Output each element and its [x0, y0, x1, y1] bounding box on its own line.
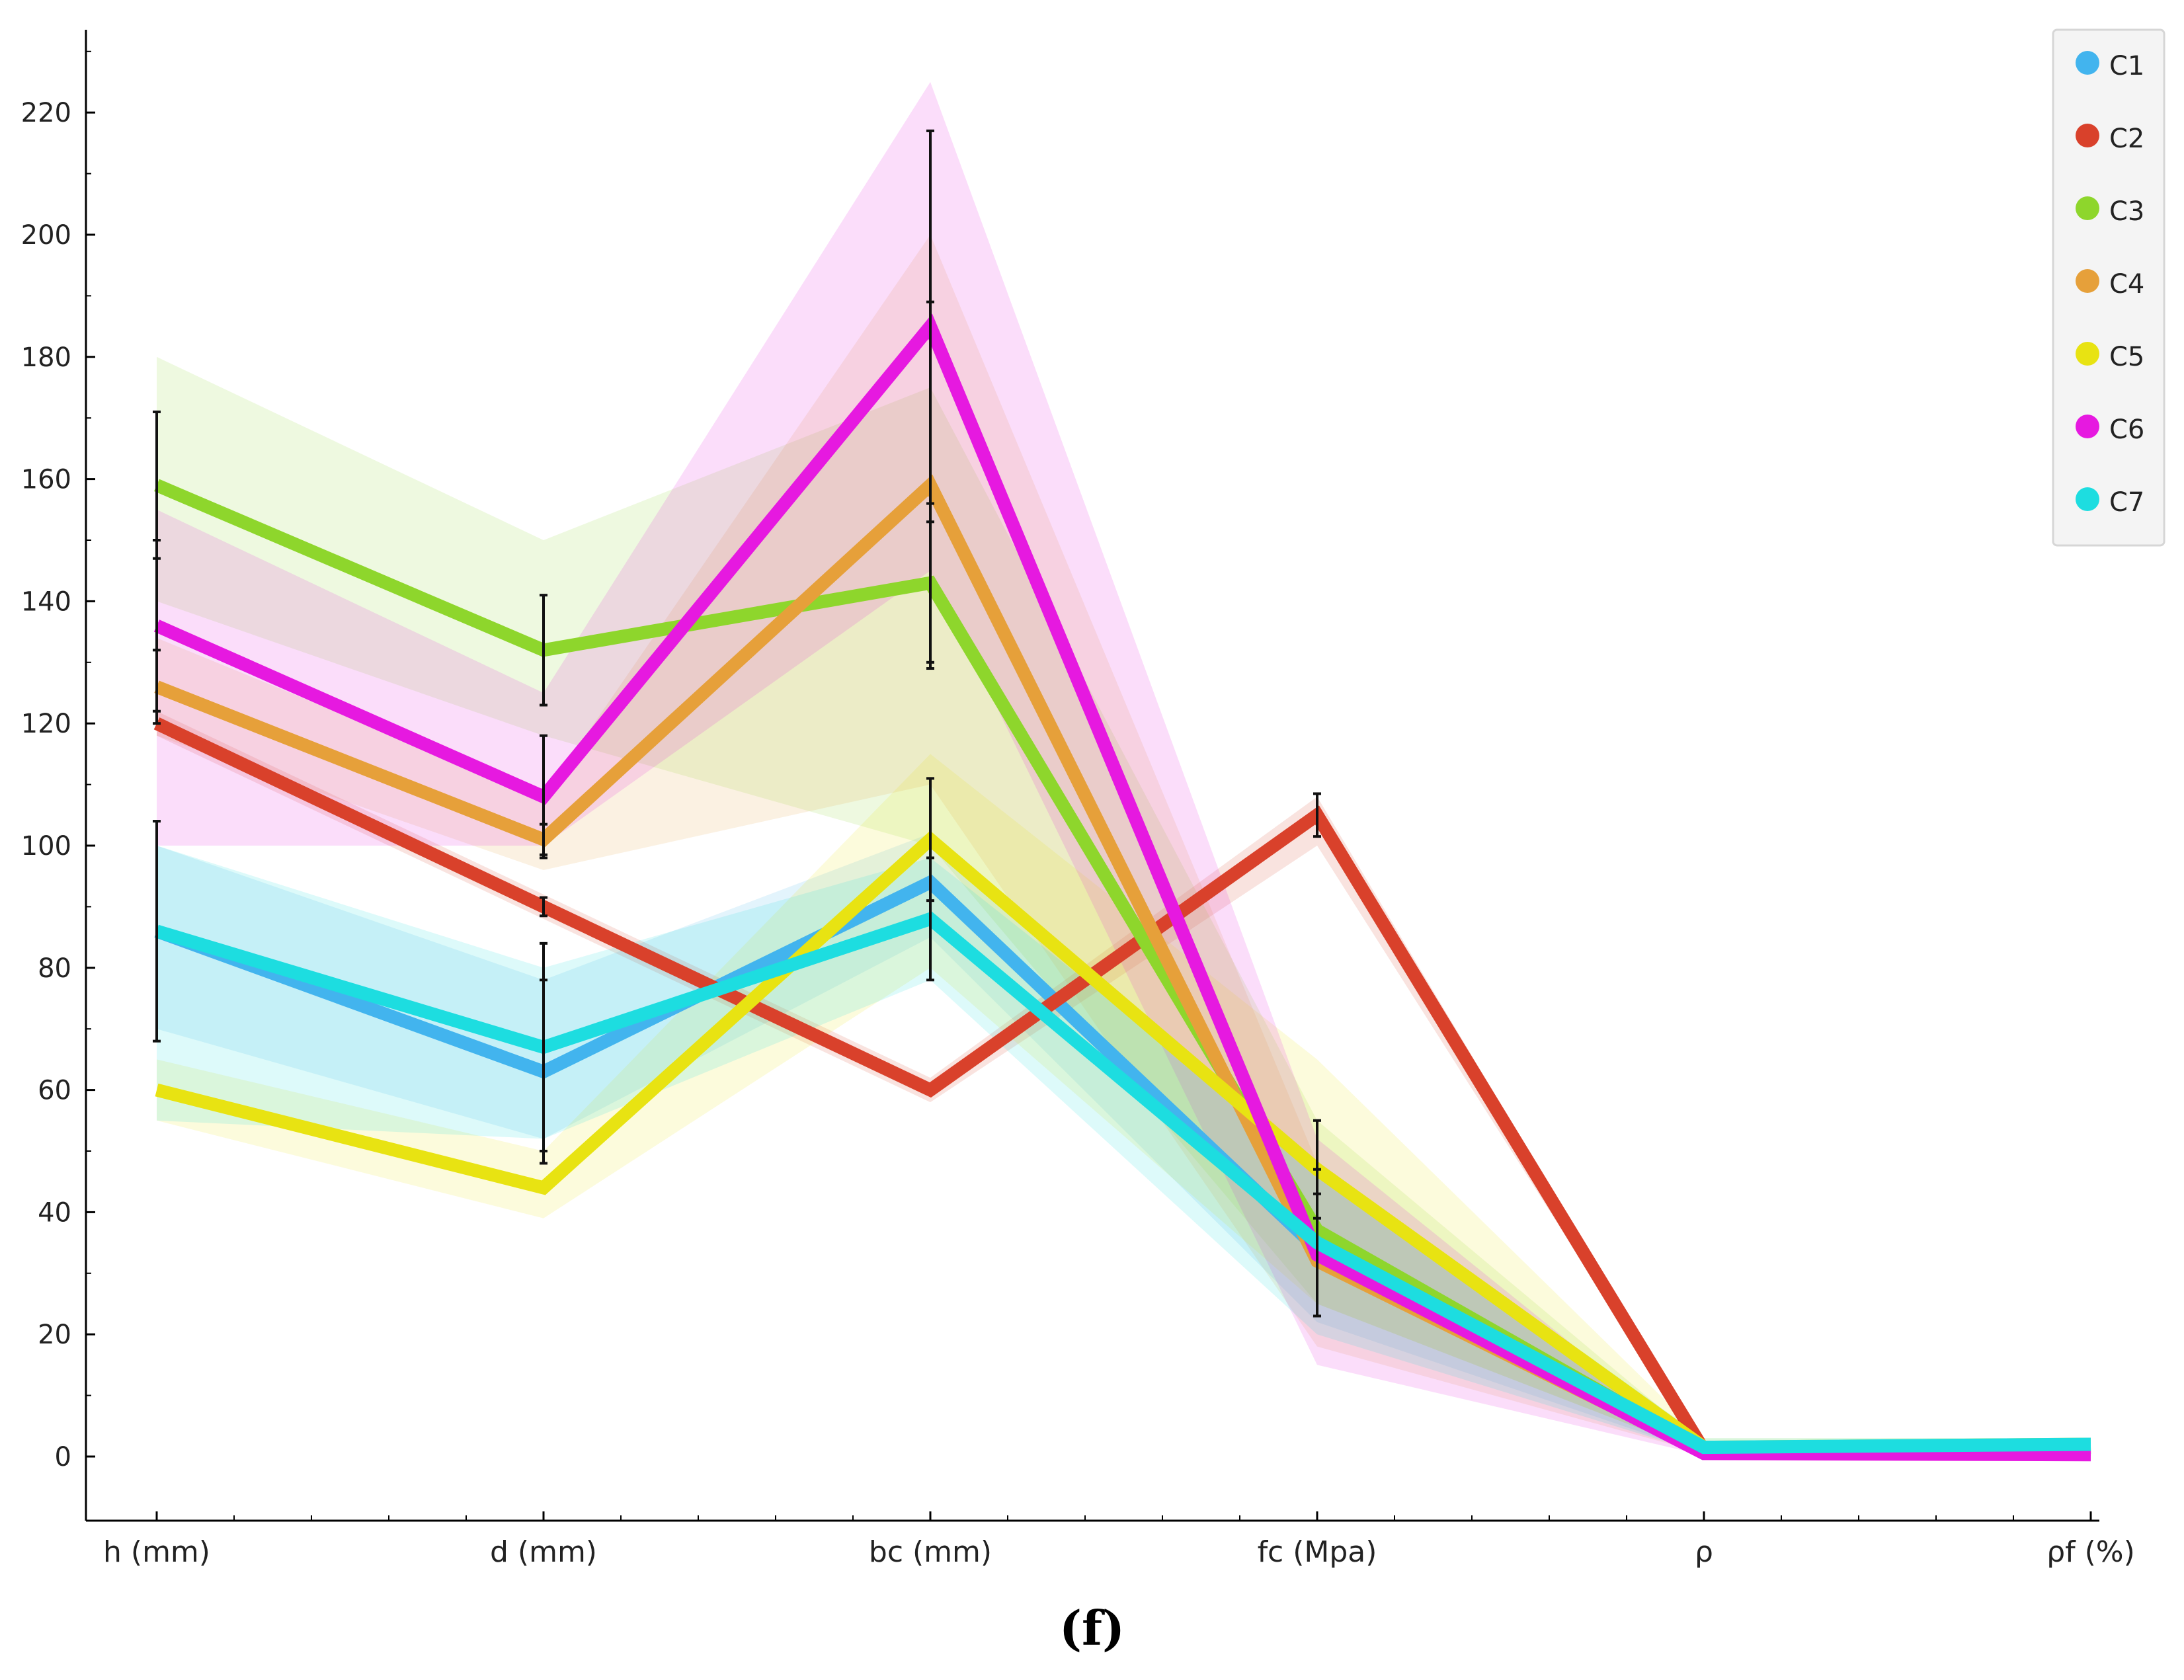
y-tick-label: 200	[21, 220, 71, 251]
band-c7	[157, 846, 2091, 1454]
axes: 0 20 40 60 80 100 120 140 160 180 200 220 h (mm) d (m…	[21, 30, 2135, 1569]
error-bar-c6	[540, 734, 547, 860]
band-c4	[157, 235, 2091, 1454]
error-bars	[153, 129, 1321, 1318]
y-tick-label: 60	[38, 1076, 71, 1106]
error-bar-c6	[926, 129, 934, 524]
legend-label-c4: C4	[2109, 269, 2144, 300]
x-category-label: bc (mm)	[869, 1535, 992, 1569]
y-tick-label: 180	[21, 342, 71, 373]
legend-label-c2: C2	[2109, 124, 2144, 154]
error-bar-c6	[153, 539, 161, 713]
error-bar-c7	[540, 941, 547, 1152]
y-tick-label: 80	[38, 953, 71, 984]
legend-label-c3: C3	[2109, 196, 2144, 227]
error-bar-c2	[1313, 792, 1321, 838]
legend-label-c5: C5	[2109, 342, 2144, 372]
legend-marker-c1	[2076, 51, 2099, 75]
x-category-label: ρf (%)	[2046, 1535, 2135, 1569]
legend-marker-c5	[2076, 342, 2099, 366]
y-tick-label: 100	[21, 831, 71, 861]
legend-label-c1: C1	[2109, 51, 2144, 81]
error-bar-c2	[540, 896, 547, 918]
series-line-c7	[155, 911, 2091, 1455]
error-bar-c7	[153, 820, 161, 1043]
legend-box	[2052, 28, 2165, 547]
legend-label-c7: C7	[2109, 487, 2144, 518]
x-category-label: d (mm)	[490, 1535, 597, 1569]
legend-label-c6: C6	[2109, 415, 2144, 445]
legend: C1 C2 C3 C4 C5 C6 C7	[2052, 28, 2165, 547]
y-tick-label: 140	[21, 586, 71, 617]
figure-caption: (f)	[1059, 1600, 1125, 1656]
y-tick-label: 0	[55, 1442, 71, 1472]
band-c5	[157, 754, 2091, 1454]
legend-marker-c2	[2076, 124, 2099, 147]
band-c6	[157, 82, 2091, 1457]
y-tick-label: 20	[38, 1320, 71, 1350]
legend-marker-c4	[2076, 269, 2099, 293]
error-bar-c3	[540, 594, 547, 707]
legend-marker-c7	[2076, 487, 2099, 511]
error-bar-c7	[1313, 1168, 1321, 1318]
legend-marker-c6	[2076, 415, 2099, 438]
series-lines	[153, 313, 2091, 1462]
x-category-label: ρ	[1695, 1535, 1713, 1569]
series-line-c6	[153, 313, 2091, 1462]
band-c1	[157, 833, 2091, 1454]
y-tick-label: 120	[21, 709, 71, 739]
error-bar-c7	[926, 856, 934, 982]
x-category-label: h (mm)	[103, 1535, 210, 1569]
confidence-bands	[157, 82, 2091, 1457]
legend-marker-c3	[2076, 196, 2099, 220]
y-tick-label: 40	[38, 1197, 71, 1228]
y-tick-label: 160	[21, 465, 71, 495]
y-tick-label: 220	[21, 98, 71, 128]
x-category-label: fc (Mpa)	[1258, 1535, 1377, 1569]
